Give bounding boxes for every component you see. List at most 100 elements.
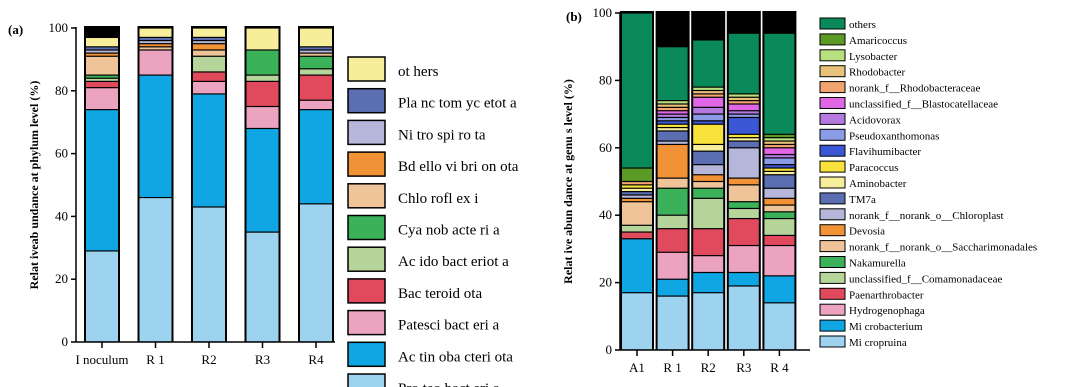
legend-swatch: [347, 309, 386, 336]
bar-segment: [86, 251, 118, 342]
bar-segment: [693, 256, 724, 272]
bar-segment: [728, 114, 759, 117]
bar-segment: [246, 129, 279, 232]
legend-label: TM7a: [849, 194, 876, 206]
bar-segment: [693, 175, 724, 181]
x-tick-label: R 1: [663, 360, 681, 375]
bar-segment: [86, 56, 118, 75]
bar-segment: [139, 44, 172, 47]
bar-segment: [693, 182, 724, 188]
y-tick-label: 0: [606, 342, 613, 357]
bar-segment: [193, 94, 225, 207]
y-axis-title: Relat ive abun dance at genu s level (%): [561, 79, 575, 284]
bar-segment: [693, 97, 724, 107]
x-tick-label: R4: [308, 352, 324, 367]
bar-segment: [764, 165, 795, 168]
x-tick-label: R 4: [770, 360, 789, 375]
bar-segment: [86, 75, 118, 78]
y-tick-label: 40: [599, 207, 612, 222]
bar-segment: [622, 185, 652, 188]
legend-label: Devosia: [849, 226, 885, 238]
legend-swatch: [819, 33, 846, 46]
bar-segment: [693, 107, 724, 114]
legend-swatch: [819, 144, 846, 157]
bar-segment: [764, 188, 795, 198]
bar-segment: [246, 232, 279, 342]
bar-segment: [764, 303, 795, 350]
bar-segment: [622, 13, 652, 168]
legend-swatch: [347, 119, 386, 146]
y-tick-label: 60: [55, 146, 68, 161]
legend-swatch: [819, 240, 846, 253]
y-tick-label: 100: [593, 5, 613, 20]
bar-segment: [728, 134, 759, 138]
bar-segment: [657, 145, 688, 178]
x-tick-label: R 1: [146, 352, 164, 367]
bar-segment: [657, 141, 688, 144]
legend-swatch: [347, 246, 386, 272]
legend-label: Rhodobacter: [849, 67, 906, 79]
bar-segment: [657, 118, 688, 121]
bar-segment: [764, 145, 795, 148]
legend-swatch: [819, 287, 846, 300]
bar-segment: [693, 229, 724, 256]
bar-segment: [300, 47, 332, 50]
legend-label: Bd ello vi bri on ota: [398, 159, 519, 175]
legend-swatch: [819, 208, 846, 221]
bar-segment: [728, 185, 759, 202]
bar-segment: [622, 198, 652, 202]
bar-segment: [86, 38, 118, 47]
bar-segment: [246, 107, 279, 128]
bar-segment: [657, 101, 688, 104]
bar-segment: [300, 50, 332, 53]
bar-segment: [622, 192, 652, 195]
legend-label: Paracoccus: [849, 162, 898, 174]
bar-segment: [622, 225, 652, 232]
legend-swatch: [347, 214, 386, 241]
bar-segment: [657, 128, 688, 131]
legend-label: Amaricoccus: [849, 35, 907, 47]
bar-segment: [657, 279, 688, 296]
bar-segment: [300, 204, 332, 342]
bar-segment: [728, 141, 759, 148]
bar-segment: [764, 205, 795, 212]
legend-swatch: [347, 56, 386, 82]
bar-segment: [728, 286, 759, 350]
legend-swatch: [819, 224, 846, 237]
legend-swatch: [819, 192, 846, 205]
bar-segment: [86, 81, 118, 88]
legend-label: Paenarthrobacter: [849, 289, 924, 301]
bar-segment: [622, 202, 652, 225]
legend-label: norank_f__Rhodobacteraceae: [849, 83, 980, 95]
bar-segment: [764, 138, 795, 141]
bar-segment: [693, 94, 724, 97]
bar-segment: [86, 53, 118, 56]
bar-segment: [86, 110, 118, 251]
legend-label: Aminobacter: [849, 178, 907, 190]
bar-segment: [300, 56, 332, 69]
legend-label: norank_f__norank_o__Saccharimonadales: [849, 242, 1037, 254]
legend-swatch: [819, 49, 846, 62]
bar-segment: [764, 175, 795, 188]
bar-segment: [728, 209, 759, 218]
bar-segment: [764, 219, 795, 235]
bar-segment: [622, 168, 652, 181]
bar-segment: [693, 165, 724, 175]
bar-segment: [657, 229, 688, 252]
x-tick-label: R2: [701, 360, 716, 375]
legend-label: Mi crobacterium: [849, 321, 923, 333]
legend-label: Bac teroid ota: [398, 286, 482, 302]
panel-label: (b): [566, 9, 582, 24]
bar-segment: [300, 75, 332, 100]
y-tick-label: 20: [599, 275, 612, 290]
bar-segment: [728, 219, 759, 245]
y-tick-label: 20: [55, 271, 68, 286]
bar-segment: [657, 131, 688, 141]
bar-segment: [300, 110, 332, 204]
legend-swatch: [819, 97, 846, 109]
panel-b: (b) A1 R 1 R2 R3 R 4 0 20 40 60 80 100 Relat ive abu…: [561, 5, 1037, 375]
legend-swatch: [347, 278, 386, 304]
bar-segment: [193, 50, 225, 56]
bar-segment: [764, 171, 795, 175]
